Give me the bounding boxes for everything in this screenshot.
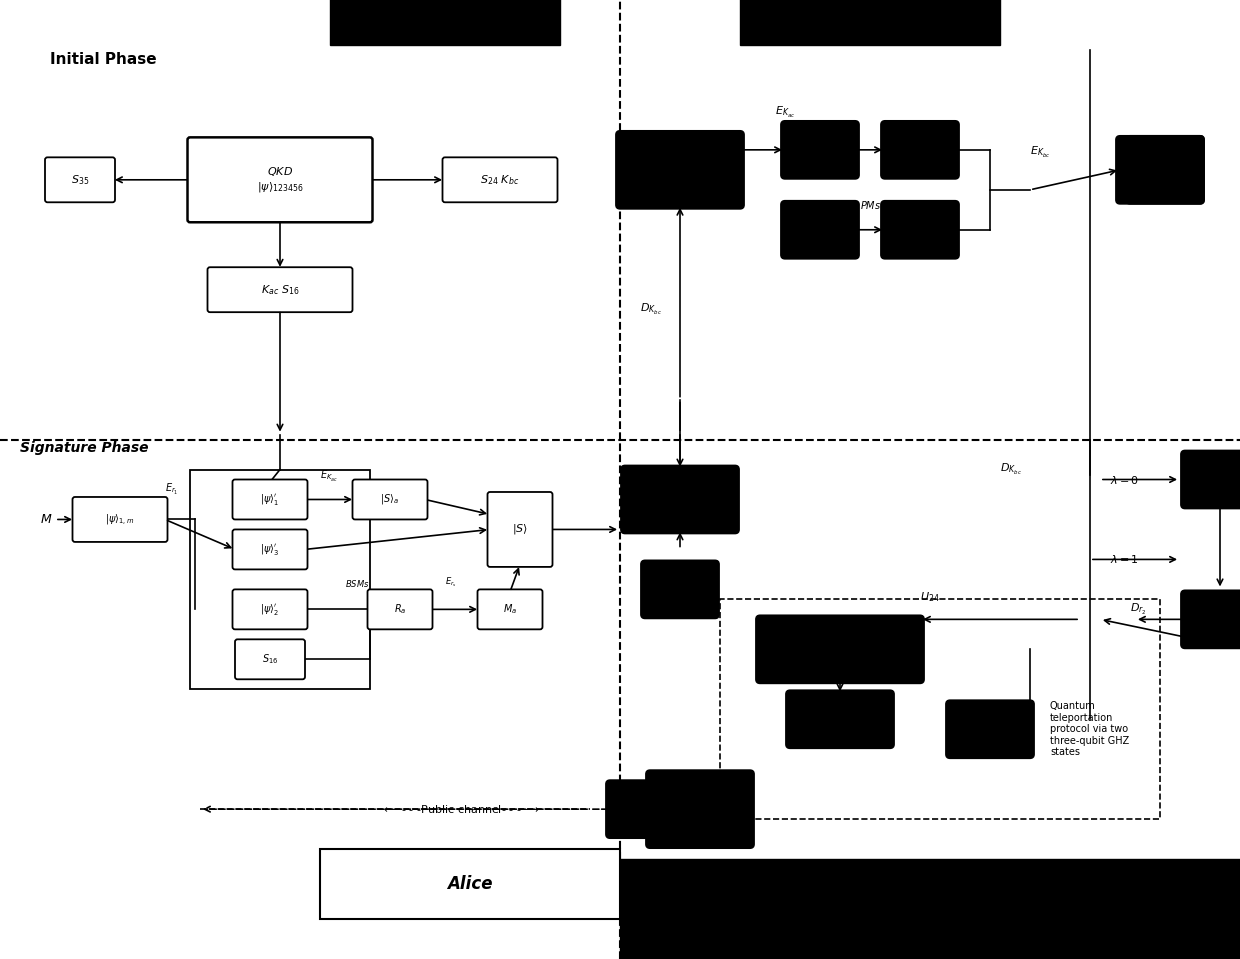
FancyBboxPatch shape: [187, 137, 372, 222]
Text: $D_{K_{bc}}$: $D_{K_{bc}}$: [999, 462, 1022, 477]
Text: $S_{35}$: $S_{35}$: [71, 173, 89, 187]
Text: $|\psi\rangle_{1,m}$: $|\psi\rangle_{1,m}$: [105, 512, 135, 526]
Text: $\lambda=0$: $\lambda=0$: [1110, 474, 1140, 485]
Text: $R_a$: $R_a$: [394, 602, 407, 617]
Text: Initial Phase: Initial Phase: [50, 53, 156, 67]
FancyBboxPatch shape: [880, 200, 959, 259]
FancyBboxPatch shape: [320, 849, 620, 919]
FancyBboxPatch shape: [616, 130, 744, 209]
FancyBboxPatch shape: [352, 480, 428, 520]
Text: $|S\rangle_a$: $|S\rangle_a$: [381, 493, 399, 506]
Text: $|S\rangle$: $|S\rangle$: [512, 523, 528, 536]
FancyBboxPatch shape: [786, 690, 894, 748]
FancyBboxPatch shape: [45, 157, 115, 202]
FancyBboxPatch shape: [487, 492, 553, 567]
FancyBboxPatch shape: [233, 590, 308, 629]
Text: $BSMs$: $BSMs$: [345, 578, 370, 590]
FancyBboxPatch shape: [621, 465, 739, 533]
Text: $E_{K_{bc}}$: $E_{K_{bc}}$: [670, 559, 691, 574]
Text: Alice: Alice: [448, 875, 492, 893]
Text: $K_{ac}\ S_{16}$: $K_{ac}\ S_{16}$: [260, 283, 299, 296]
Text: $QKD$
$|\psi\rangle_{123456}$: $QKD$ $|\psi\rangle_{123456}$: [257, 165, 304, 195]
FancyBboxPatch shape: [646, 770, 754, 848]
Text: $PMs$: $PMs$: [861, 199, 882, 211]
Text: $E_{K_{ac}}$: $E_{K_{ac}}$: [775, 105, 795, 120]
Bar: [740, 0, 999, 45]
FancyBboxPatch shape: [1180, 591, 1240, 648]
Text: $U_{24}$: $U_{24}$: [920, 591, 940, 604]
FancyBboxPatch shape: [781, 121, 859, 178]
FancyBboxPatch shape: [1116, 136, 1204, 204]
Bar: [620, 859, 1240, 959]
Text: $|\psi\rangle_2'$: $|\psi\rangle_2'$: [260, 602, 279, 617]
Text: $S_{16}$: $S_{16}$: [262, 652, 278, 667]
Text: $D_{r_2}$: $D_{r_2}$: [1130, 602, 1147, 617]
Text: $M$: $M$: [40, 513, 52, 526]
FancyBboxPatch shape: [641, 560, 719, 619]
Text: $\lambda=1$: $\lambda=1$: [1110, 553, 1138, 566]
Text: $D_{K_{bc}}$: $D_{K_{bc}}$: [640, 302, 662, 317]
FancyBboxPatch shape: [236, 640, 305, 679]
Text: $E_{r_s}$: $E_{r_s}$: [445, 575, 456, 590]
Text: $\longleftarrow$- - -Public channel- - -$\longrightarrow$: $\longleftarrow$- - -Public channel- - -…: [381, 803, 539, 815]
FancyBboxPatch shape: [946, 700, 1034, 759]
Text: $D_{r_1}$: $D_{r_1}$: [852, 699, 868, 714]
Text: $|\psi\rangle_3'$: $|\psi\rangle_3'$: [260, 542, 280, 557]
Text: $M_a$: $M_a$: [503, 602, 517, 617]
FancyBboxPatch shape: [1180, 451, 1240, 508]
FancyBboxPatch shape: [756, 616, 924, 683]
FancyBboxPatch shape: [477, 590, 543, 629]
Bar: [330, 0, 560, 45]
Text: Signature Phase: Signature Phase: [20, 440, 149, 455]
FancyBboxPatch shape: [606, 781, 663, 838]
FancyBboxPatch shape: [233, 480, 308, 520]
Text: $E_{r_1}$: $E_{r_1}$: [165, 482, 179, 497]
FancyBboxPatch shape: [367, 590, 433, 629]
FancyBboxPatch shape: [207, 268, 352, 313]
FancyBboxPatch shape: [781, 200, 859, 259]
Text: $|\psi\rangle_1'$: $|\psi\rangle_1'$: [260, 492, 279, 507]
Text: $S_{24}\ K_{bc}$: $S_{24}\ K_{bc}$: [480, 173, 520, 187]
Text: $E_{K_{bc}}$: $E_{K_{bc}}$: [1030, 145, 1050, 160]
FancyBboxPatch shape: [72, 497, 167, 542]
Text: $E_{K_{ac}}$: $E_{K_{ac}}$: [320, 470, 339, 484]
FancyBboxPatch shape: [233, 529, 308, 570]
FancyBboxPatch shape: [1126, 136, 1204, 204]
FancyBboxPatch shape: [880, 121, 959, 178]
FancyBboxPatch shape: [443, 157, 558, 202]
Text: Quantum
teleportation
protocol via two
three-qubit GHZ
states: Quantum teleportation protocol via two t…: [1050, 701, 1130, 758]
